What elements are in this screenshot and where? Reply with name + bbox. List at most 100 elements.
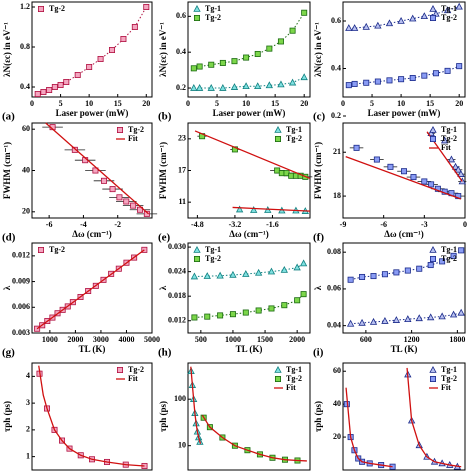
panel-label: (g) xyxy=(2,347,15,359)
legend-label: Fit xyxy=(441,143,451,152)
legend-label: Tg-2 xyxy=(49,245,65,254)
x-tick-label: -3 xyxy=(421,220,428,229)
plot-frame xyxy=(342,122,466,219)
marker xyxy=(351,80,358,87)
legend-marker xyxy=(38,6,45,12)
plot-frame xyxy=(342,242,466,334)
legend-label: Tg-1 xyxy=(441,365,457,374)
marker xyxy=(381,317,389,324)
x-tick-label: -2 xyxy=(114,220,121,229)
legend-marker xyxy=(193,14,200,21)
marker xyxy=(34,325,41,332)
marker xyxy=(190,65,197,72)
marker xyxy=(455,2,463,10)
y-axis-label: λN(εc) in eV⁻¹ xyxy=(158,22,168,77)
panel: 0.2 0.4 0.6 0 5 10 15 20 Laser power (mW) (c) λN(ε… xyxy=(313,1,466,123)
y-tick-label: 0.08 xyxy=(327,247,341,256)
legend-label: Tg-1 xyxy=(441,4,457,13)
legend-marker xyxy=(274,375,281,382)
marker xyxy=(397,16,405,24)
marker xyxy=(74,72,81,79)
y-tick-label: 1.2 xyxy=(20,2,30,11)
marker xyxy=(299,259,308,267)
x-tick-label: 1500 xyxy=(257,335,273,344)
y-tick-label: 17 xyxy=(178,165,186,174)
marker xyxy=(254,268,263,276)
x-tick-label: -9 xyxy=(340,220,347,229)
panel-label: (c) xyxy=(313,111,326,123)
marker xyxy=(229,311,236,318)
marker xyxy=(386,77,393,84)
legend-label: Tg-2 xyxy=(441,13,457,22)
marker xyxy=(381,271,388,278)
y-tick-label: 0.8 xyxy=(20,42,30,51)
marker xyxy=(410,174,417,181)
panel-label: (d) xyxy=(2,232,16,244)
legend-marker xyxy=(429,375,436,382)
x-axis-label: Laser power (mW) xyxy=(368,108,441,118)
marker xyxy=(277,38,284,45)
marker xyxy=(362,22,370,30)
x-tick-label: 1800 xyxy=(449,335,465,344)
legend-label: Tg-2 xyxy=(441,254,457,263)
y-tick-label: 0.4 xyxy=(331,63,341,72)
marker xyxy=(116,194,123,201)
x-tick-label: -6 xyxy=(46,220,53,229)
marker xyxy=(242,270,250,277)
marker xyxy=(195,83,204,91)
y-tick-label: 0.003 xyxy=(12,328,30,337)
marker xyxy=(439,258,446,265)
marker xyxy=(409,14,417,22)
y-tick-label: 0.012 xyxy=(12,251,30,260)
y-axis-label: λN(εc) in eV⁻¹ xyxy=(2,22,12,77)
marker xyxy=(363,79,370,86)
marker xyxy=(359,273,366,280)
x-tick-label: 15 xyxy=(426,99,434,108)
y-tick-label: 0.006 xyxy=(12,302,30,311)
x-axis-label: TL (K) xyxy=(391,344,418,354)
marker xyxy=(427,129,435,137)
marker xyxy=(293,263,301,271)
marker xyxy=(409,75,416,82)
x-tick-label: 0 xyxy=(186,99,190,108)
marker xyxy=(457,170,465,177)
legend-marker xyxy=(429,125,437,133)
series-line xyxy=(36,249,145,330)
y-tick-label: 0.009 xyxy=(12,276,30,285)
legend-label: Tg-2 xyxy=(205,254,221,263)
legend-label: Tg-2 xyxy=(128,125,144,134)
x-tick-label: 2000 xyxy=(289,335,305,344)
legend-label: Tg-1 xyxy=(205,245,221,254)
legend-label: Fit xyxy=(128,374,138,383)
legend-label: Tg-1 xyxy=(205,4,221,13)
plot-frame xyxy=(31,362,153,471)
marker xyxy=(281,302,288,309)
marker xyxy=(208,61,215,68)
series-line xyxy=(190,366,202,444)
series-line xyxy=(38,365,145,467)
y-tick-label: 1 xyxy=(26,451,30,460)
marker xyxy=(101,177,108,184)
marker xyxy=(63,79,70,86)
legend-marker xyxy=(429,4,437,12)
marker xyxy=(51,84,58,91)
y-tick-label: 0.04 xyxy=(327,320,341,329)
x-tick-label: -3.2 xyxy=(229,220,242,229)
y-tick-label: 10 xyxy=(178,441,186,450)
marker xyxy=(86,64,93,71)
y-axis-label: FWHM (cm⁻¹) xyxy=(158,142,168,199)
legend-label: Tg-2 xyxy=(441,374,457,383)
marker xyxy=(219,59,226,66)
marker xyxy=(428,181,435,188)
marker xyxy=(434,185,441,192)
x-tick-label: 10 xyxy=(85,99,93,108)
legend-label: Tg-1 xyxy=(286,125,302,134)
y-tick-label: 0.4 xyxy=(20,82,30,91)
marker xyxy=(458,247,465,254)
panel: 18 21 -9 -6 -3 0 Δω (cm⁻¹) (f) FWHM (cm⁻¹) Tg-1Tg… xyxy=(313,122,467,244)
x-tick-label: 20 xyxy=(455,99,463,108)
y-axis-label: λ xyxy=(158,285,168,290)
x-tick-label: 1200 xyxy=(404,335,420,344)
legend-marker xyxy=(429,135,436,142)
